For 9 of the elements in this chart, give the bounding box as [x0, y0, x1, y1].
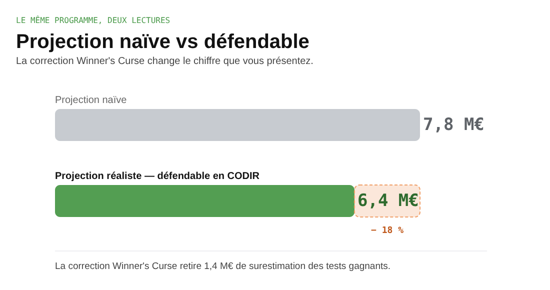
y-tick-label: Projection naïve	[55, 95, 128, 106]
data-label: 6,4 M€	[357, 191, 419, 211]
data-label: 7,8 M€	[423, 115, 484, 135]
text: LE MÊME PROGRAMME, DEUX LECTURES	[16, 15, 170, 25]
chart-title: Projection naïve vs défendable	[16, 31, 310, 53]
text: − 18 %	[370, 226, 404, 236]
text: La correction Winner's Curse retire 1,4 M€ de surestimation des tests gagnants.	[55, 261, 391, 272]
chart-subtitle: La correction Winner's Curse change le chiffre que vous présentez.	[16, 56, 314, 67]
y-tick-label: Projection réaliste — défendable en CODIR	[55, 171, 260, 182]
